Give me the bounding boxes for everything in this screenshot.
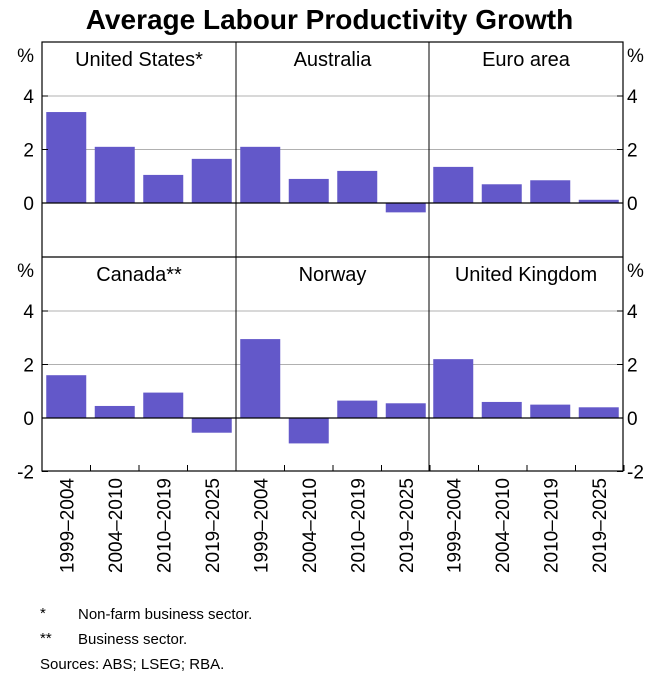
bar <box>530 180 571 203</box>
x-tick-label: 2019–2025 <box>397 478 418 573</box>
bar <box>191 418 232 433</box>
bar <box>385 203 426 213</box>
sources-note: Sources: ABS; LSEG; RBA. <box>40 656 225 673</box>
bar <box>143 392 184 418</box>
bar <box>288 178 329 203</box>
footnote-marker-1: * <box>40 605 46 622</box>
x-tick-label: 2004–2010 <box>106 478 127 573</box>
x-tick-label: 2010–2019 <box>348 478 369 573</box>
panel-title: United States* <box>75 49 203 71</box>
y-tick-label-left: 0 <box>23 409 34 430</box>
x-tick-label: 2019–2025 <box>590 478 611 573</box>
y-tick-label-left: 2 <box>23 356 34 377</box>
x-tick-label: 2004–2010 <box>300 478 321 573</box>
y-tick-label-left: 4 <box>23 302 34 323</box>
x-tick-label: 1999–2004 <box>444 478 465 574</box>
panel-title: Australia <box>294 49 373 71</box>
bar <box>385 403 426 418</box>
y-unit-label-left: % <box>17 261 34 282</box>
bar <box>433 359 474 418</box>
panel-title: Norway <box>299 264 367 286</box>
footnote-2: Business sector. <box>78 631 188 648</box>
x-tick-label: 2019–2025 <box>203 478 224 573</box>
bar <box>337 400 378 418</box>
x-tick-label: 1999–2004 <box>251 478 272 574</box>
bar <box>578 407 619 418</box>
bar <box>481 401 522 418</box>
bar <box>46 375 87 418</box>
bar <box>337 170 378 203</box>
x-tick-label: 2010–2019 <box>154 478 175 573</box>
y-unit-label-right: % <box>627 261 644 282</box>
x-tick-label: 1999–2004 <box>57 478 78 574</box>
y-tick-label-right: 4 <box>627 87 638 108</box>
y-tick-label-left: 4 <box>23 87 34 108</box>
y-tick-label-left: 0 <box>23 194 34 215</box>
bar <box>578 199 619 203</box>
panel-title: United Kingdom <box>455 264 597 286</box>
bar <box>94 405 135 418</box>
bar <box>530 404 571 418</box>
y-tick-label-right: 0 <box>627 409 638 430</box>
bar <box>481 184 522 203</box>
bar <box>94 146 135 203</box>
bar <box>46 112 87 203</box>
footnote-marker-2: ** <box>40 630 52 647</box>
x-tick-label: 2010–2019 <box>541 478 562 573</box>
y-tick-label-right: 2 <box>627 356 638 377</box>
bar <box>433 166 474 203</box>
x-tick-label: 2004–2010 <box>493 478 514 573</box>
panel-title: Euro area <box>482 49 571 71</box>
y-unit-label-left: % <box>17 46 34 67</box>
bar <box>288 418 329 444</box>
footnote-1: Non-farm business sector. <box>78 606 253 623</box>
chart-title: Average Labour Productivity Growth <box>85 4 574 35</box>
y-tick-label-left: 2 <box>23 141 34 162</box>
bar <box>240 339 281 418</box>
y-tick-label-left: -2 <box>17 463 34 484</box>
y-unit-label-right: % <box>627 46 644 67</box>
bar <box>240 146 281 203</box>
bar <box>191 158 232 203</box>
bar <box>143 174 184 203</box>
panel-title: Canada** <box>96 264 182 286</box>
y-tick-label-right: -2 <box>627 463 644 484</box>
y-tick-label-right: 2 <box>627 141 638 162</box>
y-tick-label-right: 0 <box>627 194 638 215</box>
y-tick-label-right: 4 <box>627 302 638 323</box>
